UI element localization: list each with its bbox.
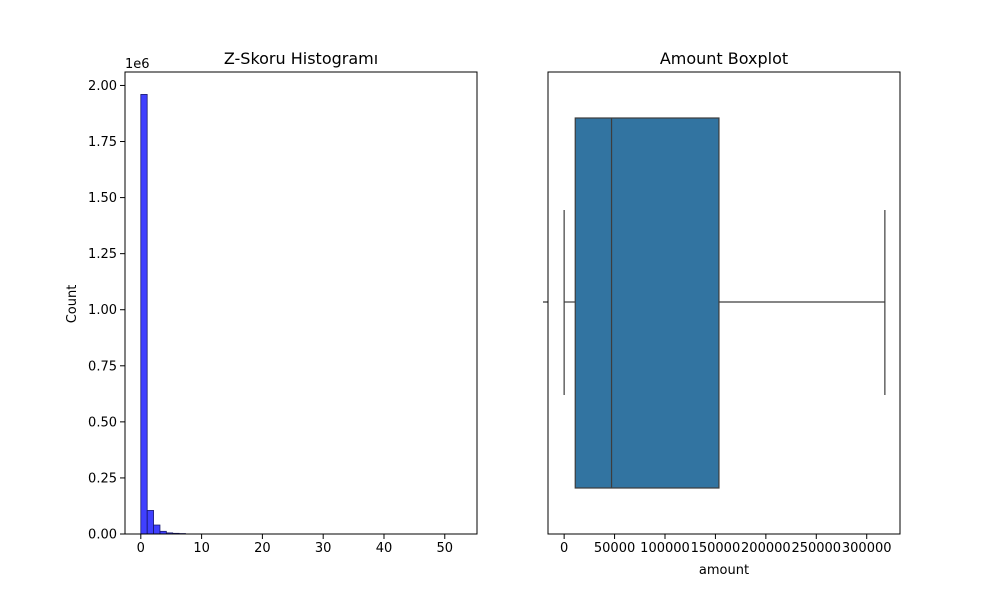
histogram-title: Z-Skoru Histogramı: [224, 49, 378, 68]
boxplot-box: [574, 117, 720, 489]
histogram-x-tick-label: 10: [193, 541, 210, 556]
boxplot-x-tick-label: 150000: [691, 541, 741, 556]
histogram-y-tick-label: 0.75: [88, 359, 117, 374]
histogram-x-ticks: 0 10 20 30 40 50: [137, 534, 453, 556]
histogram-y-offset-label: 1e6: [125, 57, 150, 72]
histogram-y-tick-label: 2.00: [88, 79, 117, 94]
boxplot-axes-frame: [547, 71, 901, 535]
boxplot-x-tick-label: 250000: [791, 541, 841, 556]
histogram-x-tick-label: 20: [254, 541, 271, 556]
histogram-y-tick-label: 1.25: [88, 247, 117, 262]
histogram-y-tick-label: 0.25: [88, 471, 117, 486]
boxplot-x-tick-label: 0: [560, 541, 568, 556]
boxplot-title: Amount Boxplot: [660, 49, 788, 68]
histogram-x-tick-label: 40: [376, 541, 393, 556]
boxplot-x-tick-label: 200000: [741, 541, 791, 556]
boxplot-x-ticks: 0 50000 100000 150000 200000 250000 300000: [560, 534, 892, 556]
boxplot-x-axis-label: amount: [699, 563, 749, 578]
histogram-chart: Z-Skoru Histogramı 1e6 Count 0 10 20 30 40 50…: [65, 49, 478, 556]
histogram-y-tick-label: 0.50: [88, 415, 117, 430]
histogram-x-tick-label: 50: [437, 541, 454, 556]
histogram-bars: [140, 94, 186, 535]
boxplot-marks: [563, 117, 886, 489]
histogram-bar: [140, 94, 148, 535]
histogram-y-tick-label: 1.50: [88, 191, 117, 206]
histogram-axes-frame: [124, 71, 478, 535]
histogram-y-tick-label: 1.00: [88, 303, 117, 318]
histogram-bar: [146, 510, 154, 535]
boxplot-x-tick-label: 50000: [594, 541, 635, 556]
histogram-x-tick-label: 30: [315, 541, 332, 556]
histogram-y-tick-label: 0.00: [88, 528, 117, 543]
histogram-x-tick-label: 0: [137, 541, 145, 556]
histogram-y-ticks: 0.00 0.25 0.50 0.75 1.00 1.25 1.50 1.75 2.00: [88, 79, 125, 543]
boxplot-x-tick-label: 300000: [842, 541, 892, 556]
boxplot-x-tick-label: 100000: [640, 541, 690, 556]
boxplot-chart: Amount Boxplot amount 0 50000 100000 150000…: [543, 49, 901, 578]
histogram-y-axis-label: Count: [65, 285, 80, 324]
histogram-bar: [153, 524, 161, 535]
histogram-y-tick-label: 1.75: [88, 135, 117, 150]
